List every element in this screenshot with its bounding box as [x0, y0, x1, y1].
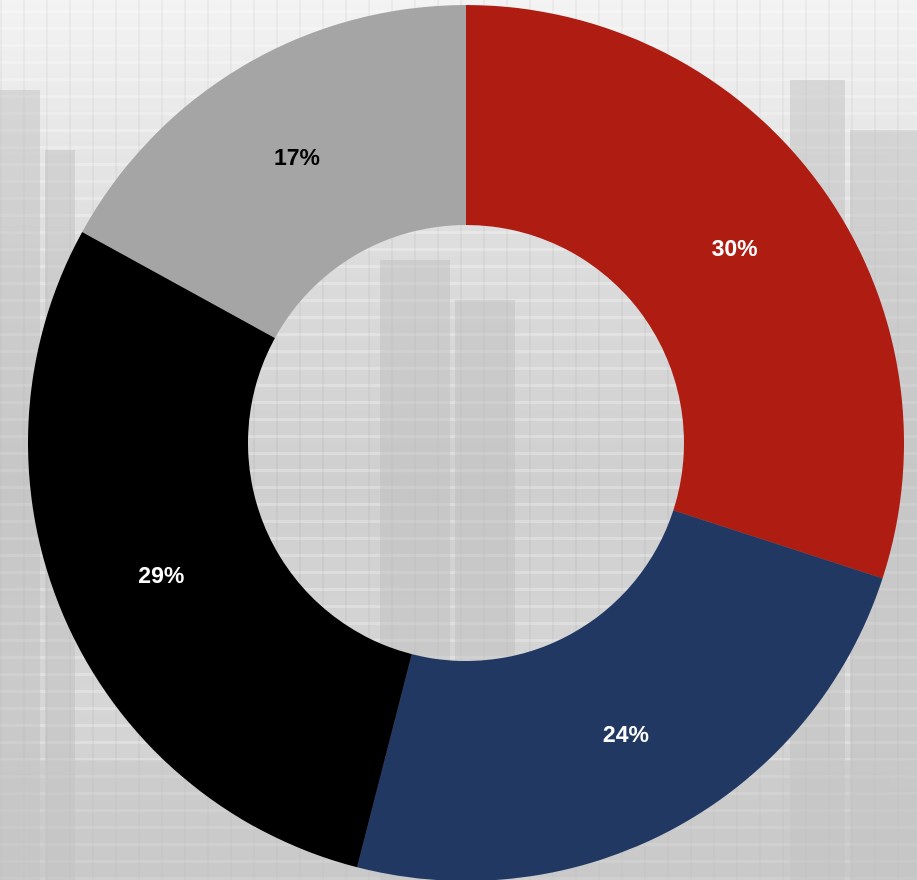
donut-slice-4 [82, 5, 466, 338]
donut-slice-2 [357, 510, 883, 880]
donut-slice-3 [27, 231, 412, 868]
donut-slices [27, 5, 904, 880]
slice-label-1: 30% [712, 235, 758, 261]
slice-label-4: 17% [274, 144, 320, 170]
donut-labels: 30% 24% 29% 17% [138, 144, 757, 747]
slice-label-2: 24% [603, 721, 649, 747]
slice-label-3: 29% [138, 562, 184, 588]
donut-slice-1 [466, 5, 904, 579]
